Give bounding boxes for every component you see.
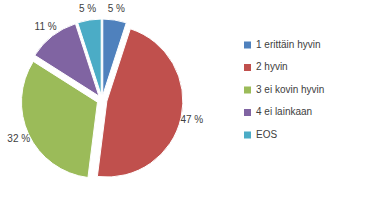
data-label: 47 % xyxy=(180,114,203,125)
pie-slice xyxy=(97,29,183,177)
legend-swatch xyxy=(244,109,251,116)
legend: 1 erittäin hyvin 2 hyvin 3 ei kovin hyvin 4… xyxy=(244,39,324,140)
legend-swatch xyxy=(244,64,251,71)
legend-label: 1 erittäin hyvin xyxy=(256,39,320,50)
legend-label: EOS xyxy=(256,129,277,140)
data-label: 5 % xyxy=(108,3,125,14)
chart: 5 % 47 % 32 % 11 % 5 % 1 erittäin hyvin 2 hyvi… xyxy=(0,0,365,199)
pie xyxy=(21,19,182,177)
data-label: 5 % xyxy=(79,3,96,14)
data-labels: 5 % 47 % 32 % 11 % 5 % xyxy=(7,3,203,144)
legend-label: 3 ei kovin hyvin xyxy=(256,84,324,95)
legend-swatch xyxy=(244,87,251,94)
pie-slice xyxy=(78,19,101,95)
legend-label: 4 ei lainkaan xyxy=(256,106,312,117)
data-label: 11 % xyxy=(35,21,57,32)
data-label: 32 % xyxy=(7,133,30,144)
legend-swatch xyxy=(244,42,251,49)
legend-swatch xyxy=(244,132,251,139)
legend-label: 2 hyvin xyxy=(256,61,288,72)
